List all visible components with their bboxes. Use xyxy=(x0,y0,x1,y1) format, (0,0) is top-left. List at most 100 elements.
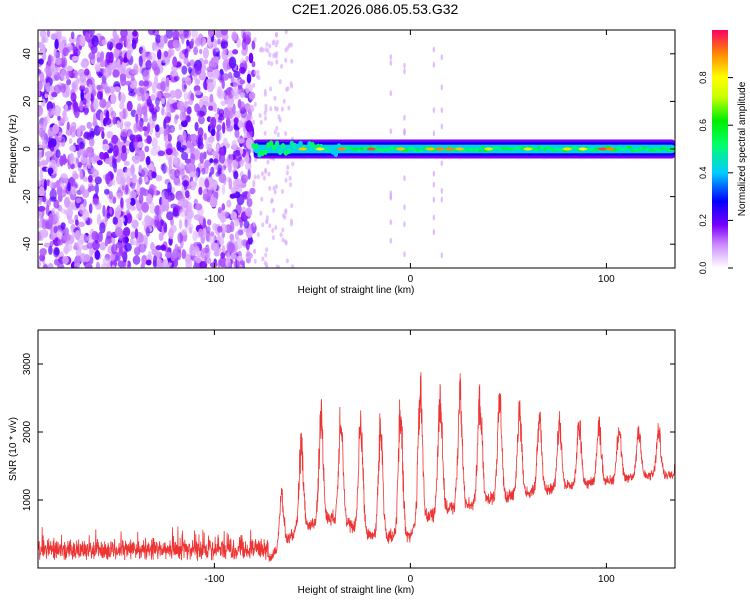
heatmap-cell xyxy=(213,158,219,164)
heatmap-cell xyxy=(45,156,51,163)
heatmap-cell xyxy=(52,124,60,135)
heatmap-cell xyxy=(88,52,96,60)
heatmap-cell xyxy=(174,88,183,99)
heatmap-cell xyxy=(112,196,117,204)
heatmap-cell xyxy=(252,222,256,227)
heatmap-cell xyxy=(235,231,239,240)
heatmap-cell xyxy=(216,130,220,142)
x-tick-label: -100 xyxy=(204,274,224,285)
heatmap-cell xyxy=(184,158,192,164)
heatmap-cell xyxy=(122,108,126,119)
heatmap-cell xyxy=(440,84,443,91)
heatmap-cell xyxy=(220,41,229,49)
heatmap-cell xyxy=(141,220,147,227)
spectrogram-x-ticks: -100 0 100 xyxy=(204,30,615,285)
spectrogram-ylabel: Frequency (Hz) xyxy=(8,115,19,184)
heatmap-cell xyxy=(252,82,256,88)
heatmap-cell xyxy=(38,210,43,218)
colorbar-ticks: 0.0 0.2 0.4 0.6 0.8 xyxy=(698,71,733,274)
heatmap-cell xyxy=(82,176,88,182)
heatmap-cell xyxy=(207,82,214,93)
heatmap-cell xyxy=(233,78,238,90)
heatmap-cell xyxy=(288,175,292,181)
heatmap-cell xyxy=(238,119,243,129)
heatmap-cell xyxy=(39,248,47,257)
heatmap-cell xyxy=(286,164,290,170)
heatmap-cell xyxy=(69,176,74,187)
heatmap-cell xyxy=(282,98,286,104)
heatmap-cell xyxy=(164,50,169,58)
heatmap-cell xyxy=(167,194,172,203)
heatmap-cell xyxy=(229,220,235,233)
heatmap-cell xyxy=(43,36,49,43)
heatmap-cell xyxy=(106,131,114,139)
heatmap-cell xyxy=(96,91,103,100)
heatmap-cell xyxy=(202,47,209,59)
heatmap-cell xyxy=(194,78,201,85)
heatmap-cell xyxy=(256,174,260,180)
heatmap-cell xyxy=(45,81,51,93)
heatmap-cell xyxy=(162,162,167,174)
heatmap-cell xyxy=(389,54,392,61)
heatmap-cell xyxy=(249,187,256,195)
heatmap-cell xyxy=(227,162,232,173)
heatmap-cell xyxy=(54,211,60,222)
heatmap-cell xyxy=(61,117,66,124)
heatmap-cell xyxy=(275,59,279,65)
heatmap-cell xyxy=(275,39,279,45)
heatmap-cell xyxy=(195,255,202,264)
heatmap-cell xyxy=(253,174,257,180)
heatmap-cell xyxy=(245,83,253,95)
heatmap-cell xyxy=(53,199,60,209)
heatmap-cell xyxy=(116,192,122,200)
heatmap-cell xyxy=(259,119,263,125)
heatmap-cell xyxy=(177,232,183,244)
heatmap-cell xyxy=(284,208,288,214)
heatmap-cell xyxy=(38,80,43,91)
heatmap-cell xyxy=(210,128,216,137)
heatmap-cell xyxy=(125,80,132,86)
heatmap-cell xyxy=(72,99,77,109)
heatmap-cell xyxy=(43,263,48,268)
heatmap-cell xyxy=(110,259,117,268)
heatmap-cell xyxy=(164,251,172,259)
heatmap-cell xyxy=(102,143,110,151)
heatmap-cell xyxy=(72,173,79,180)
heatmap-cell xyxy=(403,114,406,121)
heatmap-cell xyxy=(138,55,143,67)
heatmap-cell xyxy=(84,263,93,268)
heatmap-cell xyxy=(204,162,209,170)
heatmap-cell xyxy=(50,138,57,148)
heatmap-cell xyxy=(290,58,294,64)
heatmap-cell xyxy=(389,128,392,135)
heatmap-cell xyxy=(247,168,251,180)
heatmap-cell xyxy=(110,93,117,105)
heatmap-cell xyxy=(233,117,239,125)
heatmap-cell xyxy=(124,236,129,244)
heatmap-cell xyxy=(230,211,237,221)
heatmap-cell xyxy=(152,41,156,52)
heatmap-cell xyxy=(440,160,443,167)
heatmap-cell xyxy=(255,73,259,79)
heatmap-cell xyxy=(179,198,184,206)
heatmap-cell xyxy=(52,181,61,189)
heatmap-cell xyxy=(209,158,214,164)
heatmap-cell xyxy=(181,65,188,75)
heatmap-cell xyxy=(160,35,165,43)
heatmap-cell xyxy=(432,61,436,68)
heatmap-cell xyxy=(111,134,119,144)
heatmap-cell xyxy=(248,104,255,113)
heatmap-cell xyxy=(219,236,225,247)
heatmap-cell xyxy=(53,225,58,234)
heatmap-cell xyxy=(159,204,167,212)
heatmap-cell xyxy=(144,145,150,153)
heatmap-cell xyxy=(109,42,114,49)
heatmap-cell xyxy=(337,147,347,151)
heatmap-cell xyxy=(77,161,83,168)
heatmap-cell xyxy=(190,38,195,46)
y-tick-label: 2000 xyxy=(22,420,33,443)
heatmap-cell xyxy=(357,148,362,152)
snr-x-ticks: -100 0 100 xyxy=(204,330,615,585)
heatmap-cell xyxy=(67,104,71,110)
